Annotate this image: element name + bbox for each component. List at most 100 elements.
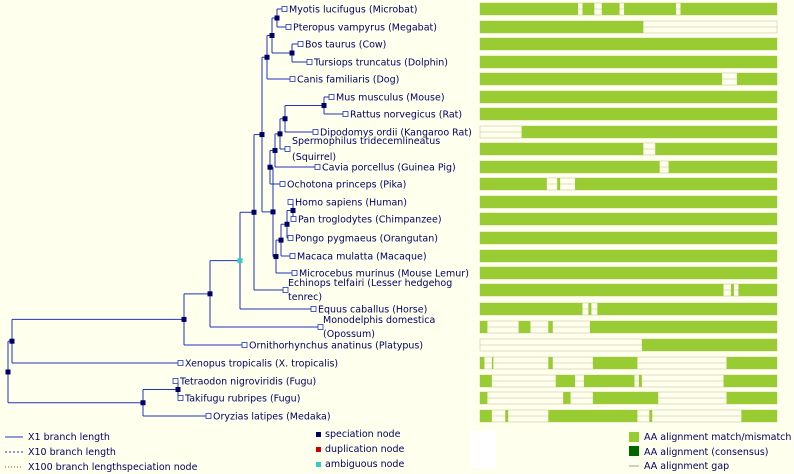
leaf-box[interactable]	[314, 164, 321, 170]
alignment-segment	[521, 126, 777, 138]
speciation-node[interactable]	[251, 209, 257, 215]
leaf-box[interactable]	[177, 395, 184, 401]
speciation-node[interactable]	[9, 338, 15, 344]
alignment-segment	[480, 357, 485, 369]
species-label[interactable]: Tetraodon nigroviridis (Fugu)	[179, 377, 316, 388]
alignment-segment	[680, 3, 777, 15]
species-label-continued[interactable]: (Squirrel)	[292, 152, 336, 163]
legend-duplication-node: duplication node	[325, 444, 404, 455]
alignment-segment	[723, 375, 777, 387]
leaf-box[interactable]	[279, 181, 286, 187]
leaf-box[interactable]	[306, 59, 313, 65]
species-label[interactable]: Pan troglodytes (Chimpanzee)	[298, 215, 442, 226]
speciation-node[interactable]	[277, 131, 283, 137]
species-label-continued[interactable]: tenrec)	[288, 292, 322, 303]
leaf-box[interactable]	[312, 129, 319, 135]
species-label[interactable]: Takifugu rubripes (Fugu)	[184, 394, 300, 405]
leaf-box[interactable]	[287, 199, 294, 205]
speciation-node[interactable]	[267, 164, 273, 170]
species-label[interactable]: Pteropus vampyrus (Megabat)	[293, 23, 437, 34]
alignment-segment	[480, 267, 777, 279]
speciation-node[interactable]	[264, 54, 270, 60]
legend-aa-gap: AA alignment gap	[644, 461, 729, 472]
species-labels: Myotis lucifugus (Microbat) Pteropus vamp…	[179, 5, 472, 423]
alignment-segment	[480, 143, 644, 155]
species-label[interactable]: Ochotona princeps (Pika)	[287, 180, 406, 191]
duplication-node-swatch	[316, 447, 321, 452]
species-label[interactable]: Ornithorhynchus anatinus (Platypus)	[249, 341, 423, 352]
species-label[interactable]: Cavia porcellus (Guinea Pig)	[322, 163, 456, 174]
alignment-segment	[668, 161, 777, 173]
leaf-box[interactable]	[328, 94, 335, 100]
species-label[interactable]: Homo sapiens (Human)	[295, 198, 407, 209]
species-label[interactable]: Pongo pygmaeus (Orangutan)	[295, 234, 438, 245]
leaf-box[interactable]	[317, 324, 324, 330]
alignment-segment	[736, 73, 777, 85]
speciation-node[interactable]	[140, 400, 146, 406]
speciation-node[interactable]	[290, 208, 296, 213]
alignment-segment	[597, 303, 777, 315]
species-label[interactable]: Canis familiaris (Dog)	[297, 75, 399, 86]
leaf-box[interactable]	[287, 235, 294, 241]
speciation-node[interactable]	[207, 291, 213, 297]
speciation-node[interactable]	[284, 221, 290, 227]
speciation-node[interactable]	[289, 50, 295, 56]
leaf-box[interactable]	[177, 360, 184, 366]
species-label[interactable]: Mus musculus (Mouse)	[336, 93, 445, 104]
speciation-node[interactable]	[181, 316, 187, 322]
species-label[interactable]: Rattus norvegicus (Rat)	[350, 110, 462, 121]
alignment-segment	[601, 3, 620, 15]
leaf-box[interactable]	[241, 342, 248, 348]
alignment-segment	[649, 410, 653, 422]
species-label[interactable]: Bos taurus (Cow)	[305, 40, 386, 51]
species-label[interactable]: Macaca mulatta (Macaque)	[297, 252, 427, 263]
leaf-box[interactable]	[289, 253, 296, 259]
leaf-box[interactable]	[297, 41, 304, 47]
species-label[interactable]: Echinops telfairi (Lesser hedgehog	[288, 278, 452, 289]
speciation-node[interactable]	[272, 147, 278, 153]
legend-x1-branch: X1 branch length	[28, 432, 110, 443]
species-label[interactable]: Myotis lucifugus (Microbat)	[289, 5, 417, 16]
species-label[interactable]: Monodelphis domestica	[323, 315, 435, 326]
alignment-segment	[480, 38, 777, 50]
leaf-box[interactable]	[281, 6, 288, 12]
leaf-box[interactable]	[172, 378, 179, 384]
speciation-node[interactable]	[273, 254, 279, 260]
alignment-segment	[480, 196, 777, 208]
alignment-segment	[555, 375, 576, 387]
speciation-node[interactable]	[175, 387, 181, 392]
alignment-segment	[726, 357, 777, 369]
speciation-node[interactable]	[274, 15, 280, 21]
speciation-node[interactable]	[270, 209, 276, 215]
alignment-segment	[480, 250, 777, 262]
leaf-box[interactable]	[342, 111, 349, 117]
alignment-segment	[480, 91, 777, 103]
speciation-node[interactable]	[259, 132, 265, 138]
species-label[interactable]: Spermophilus tridecemlineatus	[292, 136, 440, 147]
leaf-box[interactable]	[284, 146, 291, 152]
species-label[interactable]: Dipodomys ordii (Kangaroo Rat)	[320, 128, 472, 139]
species-label[interactable]: Equus caballus (Horse)	[318, 305, 427, 316]
alignment-segment	[480, 178, 547, 190]
leaf-box[interactable]	[205, 413, 212, 419]
leaf-box[interactable]	[285, 24, 292, 30]
ambiguous-node[interactable]	[237, 258, 243, 264]
species-label[interactable]: Oryzias latipes (Medaka)	[213, 412, 331, 423]
species-label[interactable]: Microcebus murinus (Mouse Lemur)	[299, 269, 469, 280]
species-label[interactable]: Tursiops truncatus (Dolphin)	[313, 58, 448, 69]
species-label-continued[interactable]: (Opossum)	[323, 329, 375, 340]
leaf-box[interactable]	[290, 216, 297, 222]
speciation-node[interactable]	[278, 237, 284, 243]
leaf-box[interactable]	[291, 270, 298, 276]
species-label[interactable]: Xenopus tropicalis (X. tropicalis)	[185, 359, 338, 370]
leaf-box[interactable]	[282, 287, 289, 293]
speciation-node[interactable]	[5, 369, 11, 375]
speciation-node[interactable]	[269, 33, 275, 38]
speciation-node[interactable]	[282, 116, 288, 122]
legend-speciation-node: speciation node	[325, 429, 401, 440]
leaf-box[interactable]	[289, 76, 296, 82]
speciation-node[interactable]	[321, 103, 327, 108]
legend-aa-match: AA alignment match/mismatch	[644, 432, 791, 443]
leaf-box[interactable]	[310, 306, 317, 312]
speciation-node-swatch	[316, 432, 321, 437]
